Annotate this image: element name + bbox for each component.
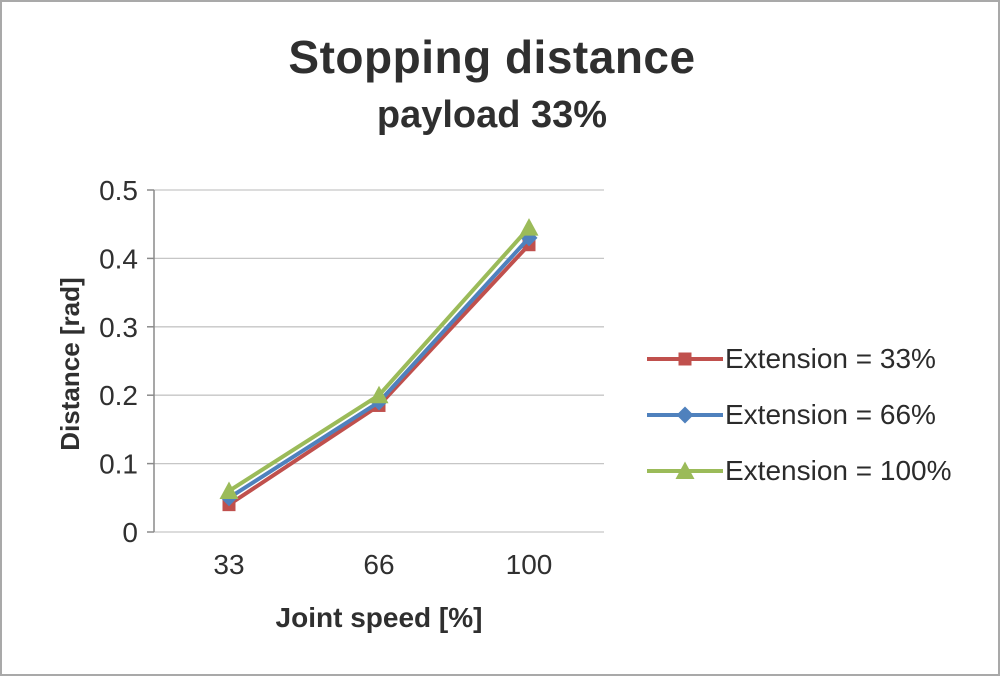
y-tick-label: 0.4: [99, 243, 138, 274]
y-tick-label: 0: [122, 517, 138, 548]
triangle-marker-icon: [675, 461, 695, 479]
x-tick-label: 33: [213, 549, 244, 580]
y-tick-label: 0.1: [99, 449, 138, 480]
y-tick-label: 0.3: [99, 312, 138, 343]
triangle-marker-icon: [519, 218, 539, 236]
legend-label: Extension = 100%: [725, 455, 952, 486]
x-axis-title: Joint speed [%]: [275, 602, 483, 633]
series-line: [227, 243, 531, 507]
diamond-marker-icon: [676, 406, 694, 424]
y-tick-label: 0.5: [99, 175, 138, 206]
legend: Extension = 33% Extension = 66% Extension …: [647, 343, 952, 487]
series-line: [227, 226, 531, 493]
legend-label: Extension = 66%: [725, 399, 936, 430]
triangle-marker-icon: [369, 385, 389, 404]
legend-item-0: Extension = 33%: [647, 343, 952, 375]
square-marker-icon: [678, 352, 692, 366]
legend-item-2: Extension = 100%: [647, 455, 952, 487]
chart-subtitle: payload 33%: [376, 94, 608, 136]
x-tick-label: 66: [363, 549, 394, 580]
legend-triangle-sample-icon: [647, 461, 723, 479]
triangle-marker-icon: [219, 481, 239, 499]
series-2: [219, 218, 539, 499]
y-tick-label: 0.2: [99, 380, 138, 411]
chart-title: Stopping distance: [288, 31, 696, 83]
legend-diamond-sample-icon: [647, 406, 723, 424]
x-tick-label: 100: [506, 549, 553, 580]
y-axis-title: Distance [rad]: [55, 277, 85, 451]
legend-square-sample-icon: [647, 352, 723, 366]
legend-item-1: Extension = 66%: [647, 399, 952, 431]
legend-label: Extension = 33%: [725, 343, 936, 374]
